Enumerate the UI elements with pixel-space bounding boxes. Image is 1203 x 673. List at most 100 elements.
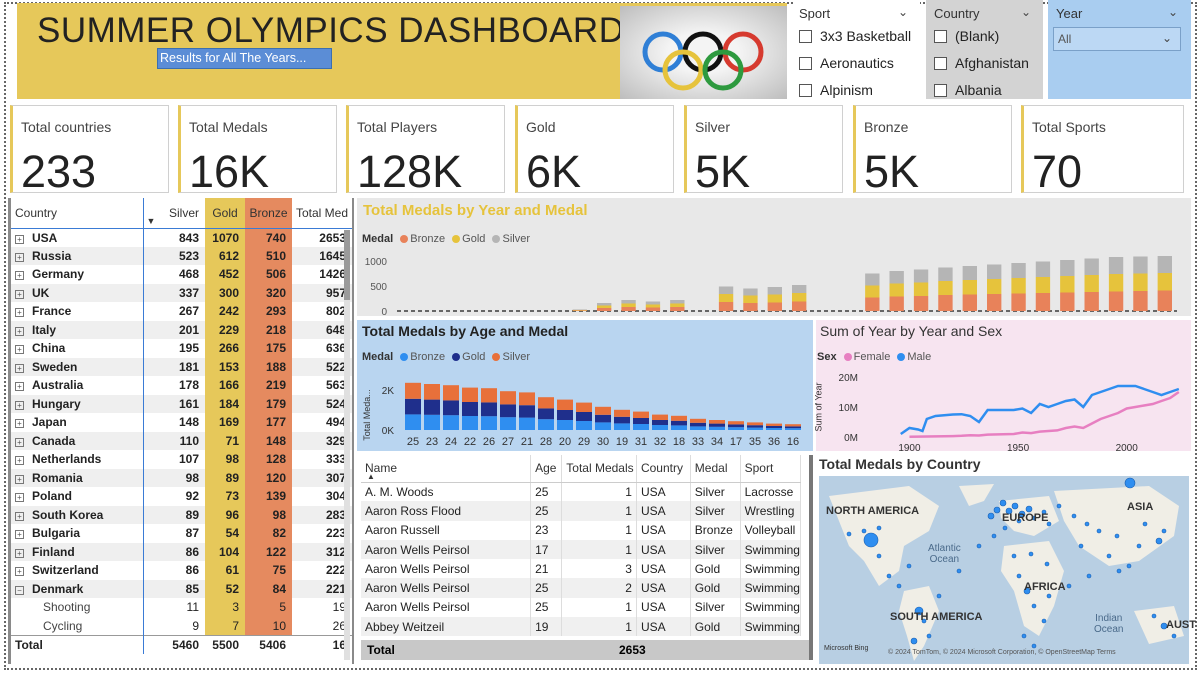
table-row[interactable]: Abbey Weitzeil 19 1 USA Gold Swimming xyxy=(361,617,802,637)
checkbox-icon[interactable] xyxy=(934,84,947,97)
matrix-row[interactable]: + Switzerland 86 61 75 222 xyxy=(11,561,352,580)
matrix-row[interactable]: + South Korea 89 96 98 283 xyxy=(11,505,352,524)
expand-icon[interactable]: + xyxy=(15,400,24,410)
chevron-down-icon[interactable]: ⌄ xyxy=(898,5,909,19)
bar-silver xyxy=(1084,258,1099,275)
chevron-down-icon[interactable]: ⌄ xyxy=(1168,5,1179,19)
expand-icon[interactable]: + xyxy=(15,419,24,429)
chevron-down-icon[interactable]: ⌄ xyxy=(1021,5,1032,19)
bar-silver xyxy=(1035,261,1051,277)
column-header-name[interactable]: Name ▲ xyxy=(361,455,532,483)
expand-icon[interactable]: + xyxy=(15,437,24,447)
card-bronze: Bronze 5K xyxy=(853,105,1012,197)
matrix-row[interactable]: + Bulgaria 87 54 82 223 xyxy=(11,524,352,543)
matrix-row[interactable]: + Germany 468 452 506 1426 xyxy=(11,265,352,284)
column-header-sport[interactable]: Sport xyxy=(740,455,802,483)
matrix-scrollbar[interactable] xyxy=(344,230,350,660)
cell-silver: 843 xyxy=(142,228,205,247)
world-map[interactable] xyxy=(819,476,1189,664)
sport-option[interactable]: 3x3 Basketball xyxy=(799,28,911,44)
expand-icon[interactable]: + xyxy=(15,308,24,318)
table-row[interactable]: Aaron Wells Peirsol 17 1 USA Silver Swimming xyxy=(361,539,802,560)
sport-slicer[interactable]: Sport ⌄ 3x3 Basketball Aeronautics Alpin… xyxy=(793,0,920,99)
country-slicer[interactable]: Country ⌄ (Blank) Afghanistan Albania xyxy=(926,0,1043,99)
column-header-total-medals[interactable]: Total Medals xyxy=(561,455,637,483)
sport-option[interactable]: Alpinism xyxy=(799,82,873,98)
matrix-row[interactable]: + Italy 201 229 218 648 xyxy=(11,320,352,339)
matrix-row[interactable]: + Japan 148 169 177 494 xyxy=(11,413,352,432)
column-header-country[interactable]: Country xyxy=(11,198,143,229)
year-slicer[interactable]: Year ⌄ All ⌄ xyxy=(1048,0,1191,99)
cell-name: Abbey Weitzeil xyxy=(361,617,532,637)
expand-icon[interactable]: + xyxy=(15,289,24,299)
map-attribution[interactable]: © 2024 TomTom, © 2024 Microsoft Corporat… xyxy=(888,649,1116,656)
cell-name: Aaron Wells Peirsol xyxy=(361,597,532,618)
matrix-row[interactable]: + Finland 86 104 122 312 xyxy=(11,542,352,561)
country-option[interactable]: Afghanistan xyxy=(934,55,1029,71)
subtitle-textbox[interactable]: Results for All The Years... xyxy=(157,48,332,69)
cell-total: 16 xyxy=(292,634,352,654)
expand-icon[interactable]: + xyxy=(15,234,24,244)
column-header-age[interactable]: Age xyxy=(530,455,563,483)
medals-map[interactable]: Total Medals by Country NORTH AMERICA EUR… xyxy=(816,455,1196,664)
matrix-row[interactable]: + France 267 242 293 802 xyxy=(11,302,352,321)
matrix-row[interactable]: + Sweden 181 153 188 522 xyxy=(11,357,352,376)
sport-option[interactable]: Aeronautics xyxy=(799,55,894,71)
matrix-subrow[interactable]: Cycling 9 7 10 26 xyxy=(11,616,352,635)
expand-icon[interactable]: + xyxy=(15,530,24,540)
table-row[interactable]: Aaron Ross Flood 25 1 USA Silver Wrestling xyxy=(361,501,802,521)
checkbox-icon[interactable] xyxy=(799,84,812,97)
matrix-subrow[interactable]: Shooting 11 3 5 19 xyxy=(11,598,352,617)
expand-icon[interactable]: + xyxy=(15,271,24,281)
collapse-icon[interactable]: − xyxy=(15,585,24,595)
table-row[interactable]: A. M. Woods 25 1 USA Silver Lacrosse xyxy=(361,482,802,502)
matrix-row[interactable]: + Hungary 161 184 179 524 xyxy=(11,394,352,413)
matrix-row[interactable]: + China 195 266 175 636 xyxy=(11,339,352,358)
checkbox-icon[interactable] xyxy=(934,57,947,70)
checkbox-icon[interactable] xyxy=(799,30,812,43)
x-tick-label: 20 xyxy=(559,436,571,448)
matrix-row[interactable]: + USA 843 1070 740 2653 xyxy=(11,228,352,247)
matrix-row[interactable]: + Netherlands 107 98 128 333 xyxy=(11,450,352,469)
cell-gold: 96 xyxy=(205,505,245,524)
country-option[interactable]: Albania xyxy=(934,82,1002,98)
matrix-row[interactable]: + UK 337 300 320 957 xyxy=(11,283,352,302)
table-row[interactable]: Aaron Russell 23 1 USA Bronze Volleyball xyxy=(361,520,802,540)
expand-icon[interactable]: + xyxy=(15,252,24,262)
matrix-row[interactable]: + Romania 98 89 120 307 xyxy=(11,468,352,487)
scrollbar-thumb[interactable] xyxy=(344,230,350,300)
checkbox-icon[interactable] xyxy=(799,57,812,70)
expand-icon[interactable]: + xyxy=(15,567,24,577)
table-row[interactable]: Aaron Wells Peirsol 25 1 USA Silver Swimming xyxy=(361,597,802,618)
checkbox-icon[interactable] xyxy=(934,30,947,43)
matrix-row[interactable]: − Denmark 85 52 84 221 xyxy=(11,579,352,598)
table-row[interactable]: Aaron Wells Peirsol 21 3 USA Gold Swimming xyxy=(361,559,802,579)
y-tick-label: 2K xyxy=(382,386,395,397)
map-region-label: AUST xyxy=(1166,619,1196,631)
players-table[interactable]: Name ▲ Age Total Medals Country Medal Spo… xyxy=(361,455,813,660)
cell-silver: 5460 xyxy=(142,634,205,654)
year-dropdown[interactable]: All ⌄ xyxy=(1053,27,1181,51)
expand-icon[interactable]: + xyxy=(15,326,24,336)
expand-icon[interactable]: + xyxy=(15,363,24,373)
expand-icon[interactable]: + xyxy=(15,382,24,392)
column-header-gold[interactable]: Gold xyxy=(205,198,245,229)
expand-icon[interactable]: + xyxy=(15,511,24,521)
table-row[interactable]: Aaron Wells Peirsol 25 2 USA Gold Swimming xyxy=(361,578,802,598)
expand-icon[interactable]: + xyxy=(15,493,24,503)
matrix-row[interactable]: + Poland 92 73 139 304 xyxy=(11,487,352,506)
column-header-total[interactable]: Total Med xyxy=(292,198,352,229)
column-header-country[interactable]: Country xyxy=(636,455,691,483)
column-header-bronze[interactable]: Bronze xyxy=(245,198,292,229)
matrix-row[interactable]: + Russia 523 612 510 1645 xyxy=(11,246,352,265)
country-option[interactable]: (Blank) xyxy=(934,28,999,44)
medals-matrix[interactable]: Country Silver ▼ Gold Bronze Total Med + U… xyxy=(8,198,354,664)
matrix-row[interactable]: + Australia 178 166 219 563 xyxy=(11,376,352,395)
column-header-medal[interactable]: Medal xyxy=(690,455,741,483)
expand-icon[interactable]: + xyxy=(15,548,24,558)
expand-icon[interactable]: + xyxy=(15,474,24,484)
column-header-silver[interactable]: Silver ▼ xyxy=(142,198,205,229)
expand-icon[interactable]: + xyxy=(15,345,24,355)
matrix-row[interactable]: + Canada 110 71 148 329 xyxy=(11,431,352,450)
expand-icon[interactable]: + xyxy=(15,456,24,466)
